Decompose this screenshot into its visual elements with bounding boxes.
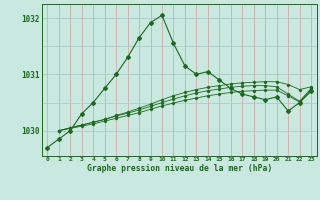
X-axis label: Graphe pression niveau de la mer (hPa): Graphe pression niveau de la mer (hPa) [87, 164, 272, 173]
